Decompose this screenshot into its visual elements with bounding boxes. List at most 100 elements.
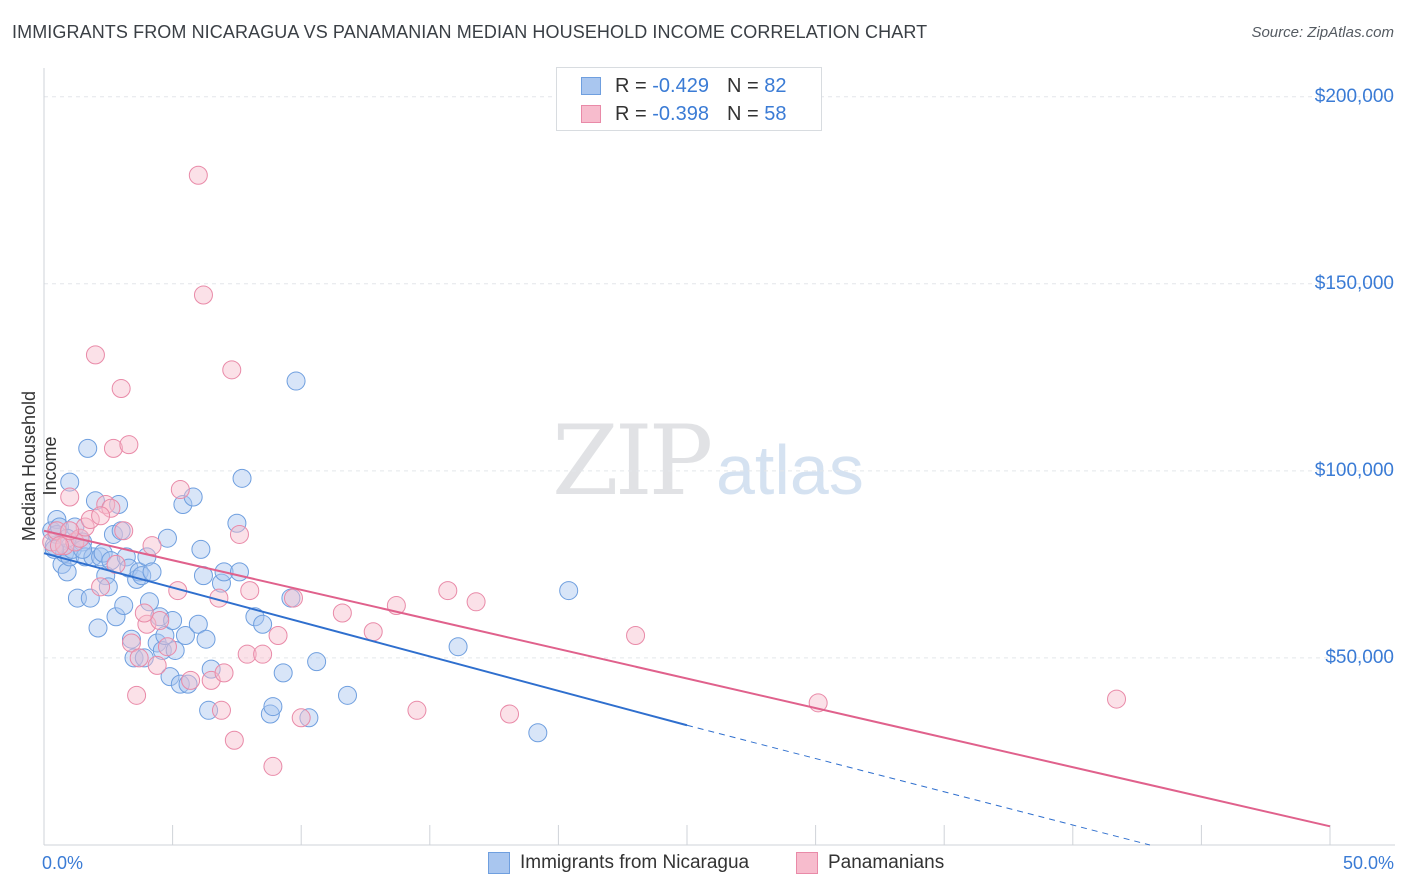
point-nicaragua-55: [191, 539, 211, 559]
point-panamanians-17: [121, 633, 141, 653]
point-nicaragua-30: [114, 596, 134, 616]
point-panamanians-21: [142, 536, 162, 556]
series-legend-panamanians[interactable]: Panamanians: [796, 852, 944, 874]
legend-n-label: N =: [726, 102, 759, 125]
point-nicaragua-49: [170, 674, 190, 694]
point-panamanians-53: [49, 536, 69, 556]
point-panamanians-40: [268, 625, 288, 645]
point-nicaragua-77: [559, 581, 579, 601]
point-nicaragua-44: [155, 625, 175, 645]
point-nicaragua-73: [307, 652, 327, 672]
legend-row-panamanians: R = -0.398 N = 58: [581, 102, 786, 126]
point-panamanians-26: [170, 480, 190, 500]
point-nicaragua-31: [116, 547, 136, 567]
trendline-panamanians: [43, 529, 1331, 828]
point-nicaragua-65: [245, 607, 265, 627]
point-nicaragua-19: [85, 491, 105, 511]
y-tick-label-3: $200,000: [1314, 85, 1394, 107]
point-panamanians-43: [332, 603, 352, 623]
point-panamanians-33: [222, 360, 242, 380]
point-nicaragua-51: [175, 625, 195, 645]
point-panamanians-20: [137, 614, 157, 634]
x-tick-max: 50.0%: [1342, 853, 1394, 873]
point-nicaragua-64: [232, 468, 252, 488]
point-nicaragua-7: [57, 562, 77, 582]
point-nicaragua-4: [49, 517, 69, 537]
point-panamanians-48: [466, 592, 486, 612]
point-panamanians-24: [157, 637, 177, 657]
point-panamanians-39: [263, 756, 283, 776]
legend-row-nicaragua: R = -0.429 N = 82: [581, 74, 786, 98]
point-nicaragua-27: [106, 607, 126, 627]
point-panamanians-29: [193, 285, 213, 305]
legend-n-value-nicaragua: 82: [764, 74, 787, 97]
y-axis-label: Median Household Income: [19, 390, 60, 542]
point-nicaragua-39: [139, 592, 159, 612]
point-panamanians-37: [240, 581, 260, 601]
point-nicaragua-40: [142, 562, 162, 582]
point-panamanians-7: [80, 509, 100, 529]
point-nicaragua-71: [286, 371, 306, 391]
point-nicaragua-11: [65, 517, 85, 537]
point-nicaragua-59: [201, 659, 221, 679]
point-panamanians-8: [85, 345, 105, 365]
point-panamanians-22: [147, 655, 167, 675]
x-tick-min: 0.0%: [42, 853, 84, 873]
point-nicaragua-2: [47, 509, 67, 529]
point-nicaragua-62: [227, 513, 247, 533]
point-panamanians-49: [500, 704, 520, 724]
point-nicaragua-50: [173, 495, 193, 515]
point-panamanians-46: [407, 700, 427, 720]
point-panamanians-38: [253, 644, 273, 664]
point-panamanians-18: [127, 685, 147, 705]
point-panamanians-15: [114, 521, 134, 541]
point-nicaragua-45: [157, 528, 177, 548]
point-panamanians-12: [103, 438, 123, 458]
point-panamanians-14: [111, 379, 131, 399]
legend-r-label: R =: [615, 74, 647, 97]
point-panamanians-3: [60, 487, 80, 507]
watermark-zip: ZIP: [552, 405, 713, 517]
point-nicaragua-46: [160, 667, 180, 687]
point-nicaragua-54: [188, 614, 208, 634]
chart-title: IMMIGRANTS FROM NICARAGUA VS PANAMANIAN …: [12, 22, 928, 42]
point-panamanians-27: [181, 670, 201, 690]
watermark-atlas: atlas: [716, 431, 864, 509]
y-tick-label-0: $50,000: [1325, 646, 1394, 668]
point-panamanians-11: [101, 498, 121, 518]
series-legend-nicaragua[interactable]: Immigrants from Nicaragua: [488, 852, 749, 874]
point-panamanians-2: [55, 536, 75, 556]
point-nicaragua-9: [60, 472, 80, 492]
series-swatch-panamanians: [796, 852, 818, 874]
legend-swatch-nicaragua: [581, 77, 601, 95]
point-panamanians-42: [291, 708, 311, 728]
source-label: Source: ZipAtlas.com: [1251, 24, 1394, 41]
point-nicaragua-75: [448, 637, 468, 657]
series-legend: Immigrants from Nicaragua Panamanians: [0, 852, 1406, 880]
point-panamanians-56: [211, 700, 231, 720]
point-nicaragua-24: [98, 577, 118, 597]
point-panamanians-50: [626, 625, 646, 645]
point-nicaragua-69: [273, 663, 293, 683]
point-panamanians-44: [363, 622, 383, 642]
series-swatch-nicaragua: [488, 852, 510, 874]
point-panamanians-52: [1107, 689, 1127, 709]
point-panamanians-28: [188, 165, 208, 185]
point-panamanians-55: [91, 506, 111, 526]
point-nicaragua-74: [337, 685, 357, 705]
legend-swatch-panamanians: [581, 105, 601, 123]
point-panamanians-47: [438, 581, 458, 601]
trendline-nicaragua: [43, 552, 688, 727]
point-panamanians-34: [224, 730, 244, 750]
point-nicaragua-68: [263, 697, 283, 717]
legend-r-value-panamanians: -0.398: [652, 102, 709, 125]
point-nicaragua-57: [196, 629, 216, 649]
point-nicaragua-21: [91, 547, 111, 567]
point-panamanians-23: [150, 611, 170, 631]
point-nicaragua-34: [124, 648, 144, 668]
legend-r-label: R =: [615, 102, 647, 125]
point-panamanians-16: [119, 435, 139, 455]
point-nicaragua-72: [299, 708, 319, 728]
point-nicaragua-15: [75, 547, 95, 567]
point-panamanians-57: [134, 603, 154, 623]
